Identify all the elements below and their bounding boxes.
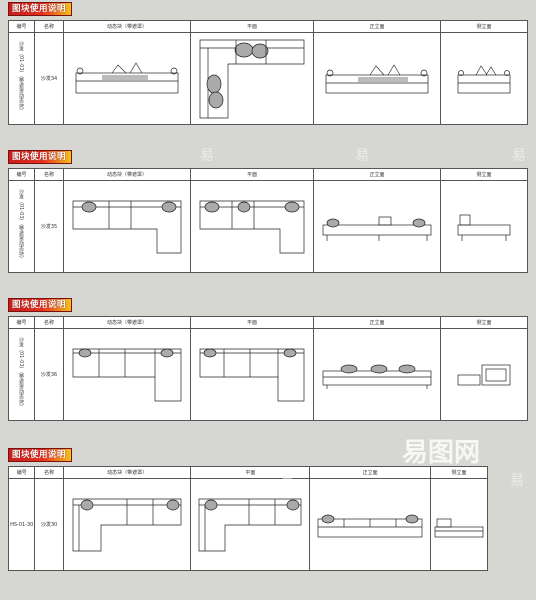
side-elevation-drawing (440, 180, 528, 273)
side-elevation-drawing (440, 328, 528, 421)
header-code: 编号 (8, 168, 35, 181)
code-cell: HS-01-30 (7, 478, 36, 571)
block-usage-badge: 图块使用说明 (8, 150, 72, 164)
front-elevation-drawing (313, 32, 441, 125)
header-dynamic: 动态块（带遮罩） (63, 20, 191, 33)
dynamic-block-drawing (63, 32, 191, 125)
header-side: 侧立面 (440, 20, 528, 33)
plan-drawing (190, 478, 311, 571)
block-table: 编号 名称 动态块（带遮罩） 平面 正立面 侧立面 沙发（01-03）（带遮罩动… (8, 316, 528, 421)
side-elevation-drawing (440, 32, 528, 125)
name-cell: 沙发36 (34, 328, 64, 421)
header-plan: 平面 (190, 466, 311, 479)
block-panel-2: 图块使用说明 编号 名称 动态块（带遮罩） 平面 正立面 侧立面 沙发（01-0… (8, 150, 532, 274)
header-plan: 平面 (190, 168, 314, 181)
name-cell: 沙发35 (34, 180, 64, 273)
header-dynamic: 动态块（带遮罩） (63, 168, 191, 181)
front-elevation-drawing (313, 180, 441, 273)
header-code: 编号 (8, 20, 35, 33)
table-row: 沙发（01-03）（带遮罩动态块） 沙发35 (8, 180, 528, 273)
header-front: 正立面 (313, 20, 441, 33)
block-usage-badge: 图块使用说明 (8, 448, 72, 462)
table-header-row: 编号 名称 动态块（带遮罩） 平面 正立面 侧立面 (8, 20, 528, 33)
header-name: 名称 (34, 20, 64, 33)
table-row: 沙发（01-03）（带遮罩动态块） 沙发36 (8, 328, 528, 421)
block-table: 编号 名称 动态块（带遮罩） 平面 正立面 侧立面 HS-01-30 沙发30 (7, 466, 488, 571)
header-front: 正立面 (313, 316, 441, 329)
dynamic-block-drawing (63, 180, 191, 273)
dynamic-block-drawing (63, 328, 191, 421)
code-cell: 沙发（01-03）（带遮罩动态块） (8, 32, 35, 125)
block-table: 编号 名称 动态块（带遮罩） 平面 正立面 侧立面 沙发（01-03）（带遮罩动… (8, 20, 528, 125)
block-panel-4: 图块使用说明 编号 名称 动态块（带遮罩） 平面 正立面 侧立面 HS-01-3… (7, 448, 498, 576)
block-usage-badge: 图块使用说明 (8, 298, 72, 312)
header-name: 名称 (34, 316, 64, 329)
header-dynamic: 动态块（带遮罩） (63, 316, 191, 329)
front-elevation-drawing (309, 478, 431, 571)
block-usage-badge: 图块使用说明 (8, 2, 72, 16)
header-code: 编号 (8, 316, 35, 329)
front-elevation-drawing (313, 328, 441, 421)
block-panel-3: 图块使用说明 编号 名称 动态块（带遮罩） 平面 正立面 侧立面 沙发（01-0… (8, 298, 532, 422)
header-name: 名称 (34, 466, 64, 479)
plan-drawing (190, 328, 314, 421)
watermark-logo: 易图网 (402, 438, 481, 468)
plan-drawing (190, 32, 314, 125)
code-cell: 沙发（01-03）（带遮罩动态块） (8, 328, 35, 421)
table-row: 沙发（01-03）（带遮罩动态块） 沙发34 (8, 32, 528, 125)
header-side: 侧立面 (440, 316, 528, 329)
code-cell: 沙发（01-03）（带遮罩动态块） (8, 180, 35, 273)
plan-drawing (190, 180, 314, 273)
header-front: 正立面 (313, 168, 441, 181)
header-side: 侧立面 (440, 168, 528, 181)
header-plan: 平面 (190, 316, 314, 329)
watermark-mark: 易 (510, 473, 524, 489)
table-header-row: 编号 名称 动态块（带遮罩） 平面 正立面 侧立面 (8, 316, 528, 329)
dynamic-block-drawing (62, 478, 192, 571)
block-table: 编号 名称 动态块（带遮罩） 平面 正立面 侧立面 沙发（01-03）（带遮罩动… (8, 168, 528, 273)
name-cell: 沙发30 (34, 478, 64, 571)
table-row: HS-01-30 沙发30 (7, 478, 488, 571)
header-plan: 平面 (190, 20, 314, 33)
table-header-row: 编号 名称 动态块（带遮罩） 平面 正立面 侧立面 (8, 168, 528, 181)
block-panel-1: 图块使用说明 编号 名称 动态块（带遮罩） 平面 正立面 侧立面 沙发（01-0… (8, 2, 532, 126)
name-cell: 沙发34 (34, 32, 64, 125)
header-code: 编号 (7, 466, 36, 479)
header-name: 名称 (34, 168, 64, 181)
header-dynamic: 动态块（带遮罩） (62, 466, 192, 479)
side-elevation-drawing (430, 478, 488, 571)
